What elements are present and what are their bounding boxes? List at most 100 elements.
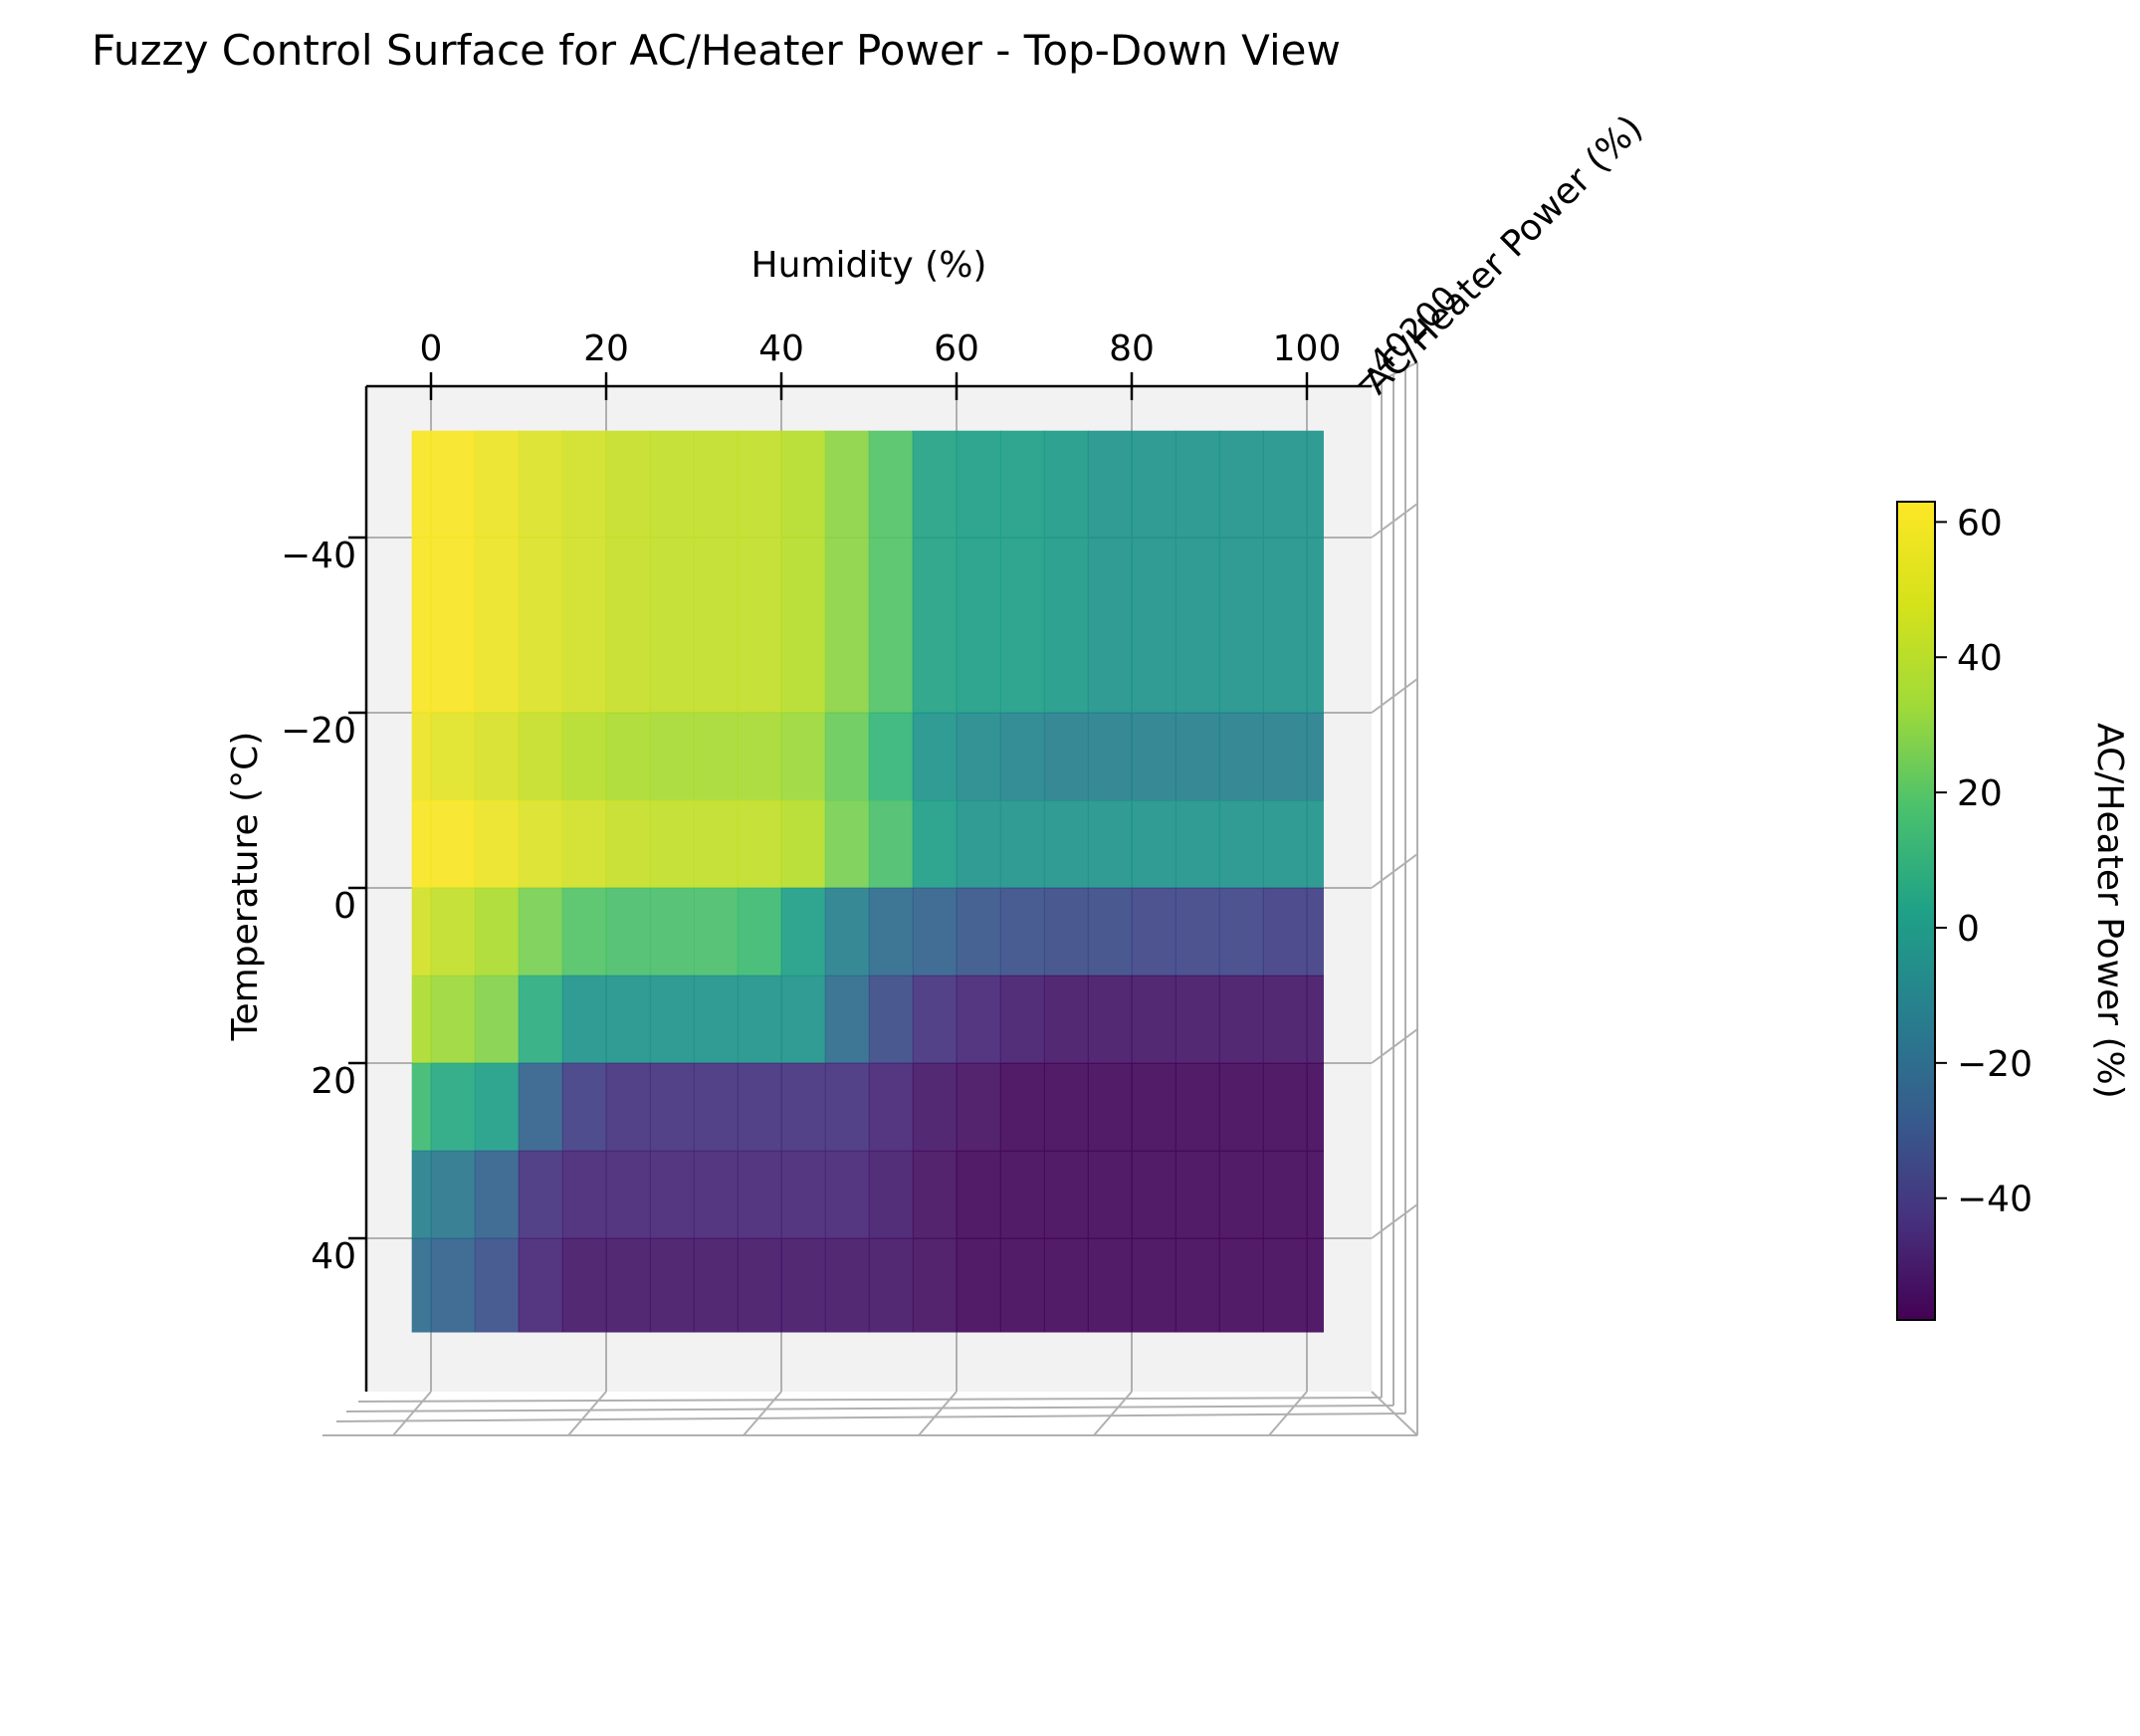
surface-cell [1087,887,1133,976]
surface-cell [1131,537,1177,714]
surface-cell [430,975,476,1064]
y-tick-label: 40 [311,1236,356,1277]
surface-cell [411,1150,432,1239]
x-tick-label: 0 [420,328,443,369]
surface-cell [561,1237,607,1333]
surface-cell [1043,1237,1089,1333]
surface-cell [474,712,520,801]
surface-cell [1262,1237,1308,1333]
surface-cell [956,887,1001,976]
y-tick-label: −40 [281,536,356,576]
surface-cell [999,799,1045,889]
surface-cell [999,537,1045,714]
surface-cell [474,975,520,1064]
colorbar-ticks: 60 40 20 0 −20 −40 [1935,503,2033,1220]
surface-cell [605,537,651,714]
surface-cell [780,887,826,976]
surface-cell [956,1237,1001,1333]
surface-cell [649,537,695,714]
surface-cell [561,1062,607,1152]
surface-cell [1131,887,1177,976]
surface-cell [605,1237,651,1333]
surface-cell [1262,799,1308,889]
surface-cell [912,1062,958,1152]
surface-cell [868,430,914,539]
surface-cell [1262,430,1308,539]
surface-cell [824,975,870,1064]
surface-cell [411,887,432,976]
surface-cell [1043,1062,1089,1152]
surface-cell [1131,712,1177,801]
y-tick-label: 20 [311,1061,356,1102]
surface-cell [956,975,1001,1064]
surface-cell [868,799,914,889]
surface-cell [868,1150,914,1239]
surface-cell [999,1150,1045,1239]
surface-cell [1306,975,1324,1064]
surface-cell [518,887,563,976]
surface-cell [1175,975,1220,1064]
surface-cell [737,537,782,714]
surface-cell [912,1237,958,1333]
surface-cell [693,887,739,976]
surface-cell [1087,799,1133,889]
surface-cell [737,712,782,801]
surface-cell [1262,537,1308,714]
surface-cell [1175,1237,1220,1333]
y-pane-gridline [1371,503,1418,539]
surface-cell [561,975,607,1064]
surface-cell [1043,1150,1089,1239]
colorbar-tick-label: 0 [1957,909,1980,950]
surface-cell [649,1062,695,1152]
surface-cell [518,430,563,539]
surface-cell [561,1150,607,1239]
surface-cell [474,430,520,539]
surface-cell [430,799,476,889]
surface-cell [518,1062,563,1152]
surface-cell [912,975,958,1064]
surface-cell [824,537,870,714]
surface-cell [649,1237,695,1333]
surface-cell [1087,975,1133,1064]
surface-cell [693,430,739,539]
surface-cell [1262,975,1308,1064]
x-pane-gridline [1093,1391,1133,1436]
surface-cell [430,1062,476,1152]
surface-cell [956,537,1001,714]
x-tick-label: 100 [1273,328,1342,369]
surface-cell [1043,799,1089,889]
surface-cell [737,975,782,1064]
surface-cell [1043,975,1089,1064]
surface-cell [561,712,607,801]
surface-cell [411,975,432,1064]
surface-cell [1131,975,1177,1064]
surface-cell [561,887,607,976]
surface-cell [430,887,476,976]
surface-cell [956,712,1001,801]
surface-cell [1131,430,1177,539]
surface-cell [999,975,1045,1064]
colorbar-tick-label: 20 [1957,773,2003,814]
y-tick-label: −20 [281,711,356,752]
surface-cell [1306,1150,1324,1239]
surface-cell [1131,799,1177,889]
surface-cell [1175,1062,1220,1152]
surface-cell [649,712,695,801]
surface-cell [605,975,651,1064]
surface-cell [411,537,432,714]
surface-cell [1131,1062,1177,1152]
surface-cell [824,799,870,889]
y-axis-ticks: −40 −20 0 20 40 [281,536,366,1277]
surface-cell [737,1062,782,1152]
x-pane-gridline [918,1391,958,1436]
surface-cell [411,430,432,539]
y-pane-gridline [1371,853,1418,889]
surface-cell [1043,537,1089,714]
surface-cell [824,1237,870,1333]
surface-cell [605,887,651,976]
surface-cell [561,799,607,889]
x-axis-ticks: 0 20 40 60 80 100 [420,328,1342,400]
surface-cell [605,799,651,889]
control-surface [411,430,1324,1333]
